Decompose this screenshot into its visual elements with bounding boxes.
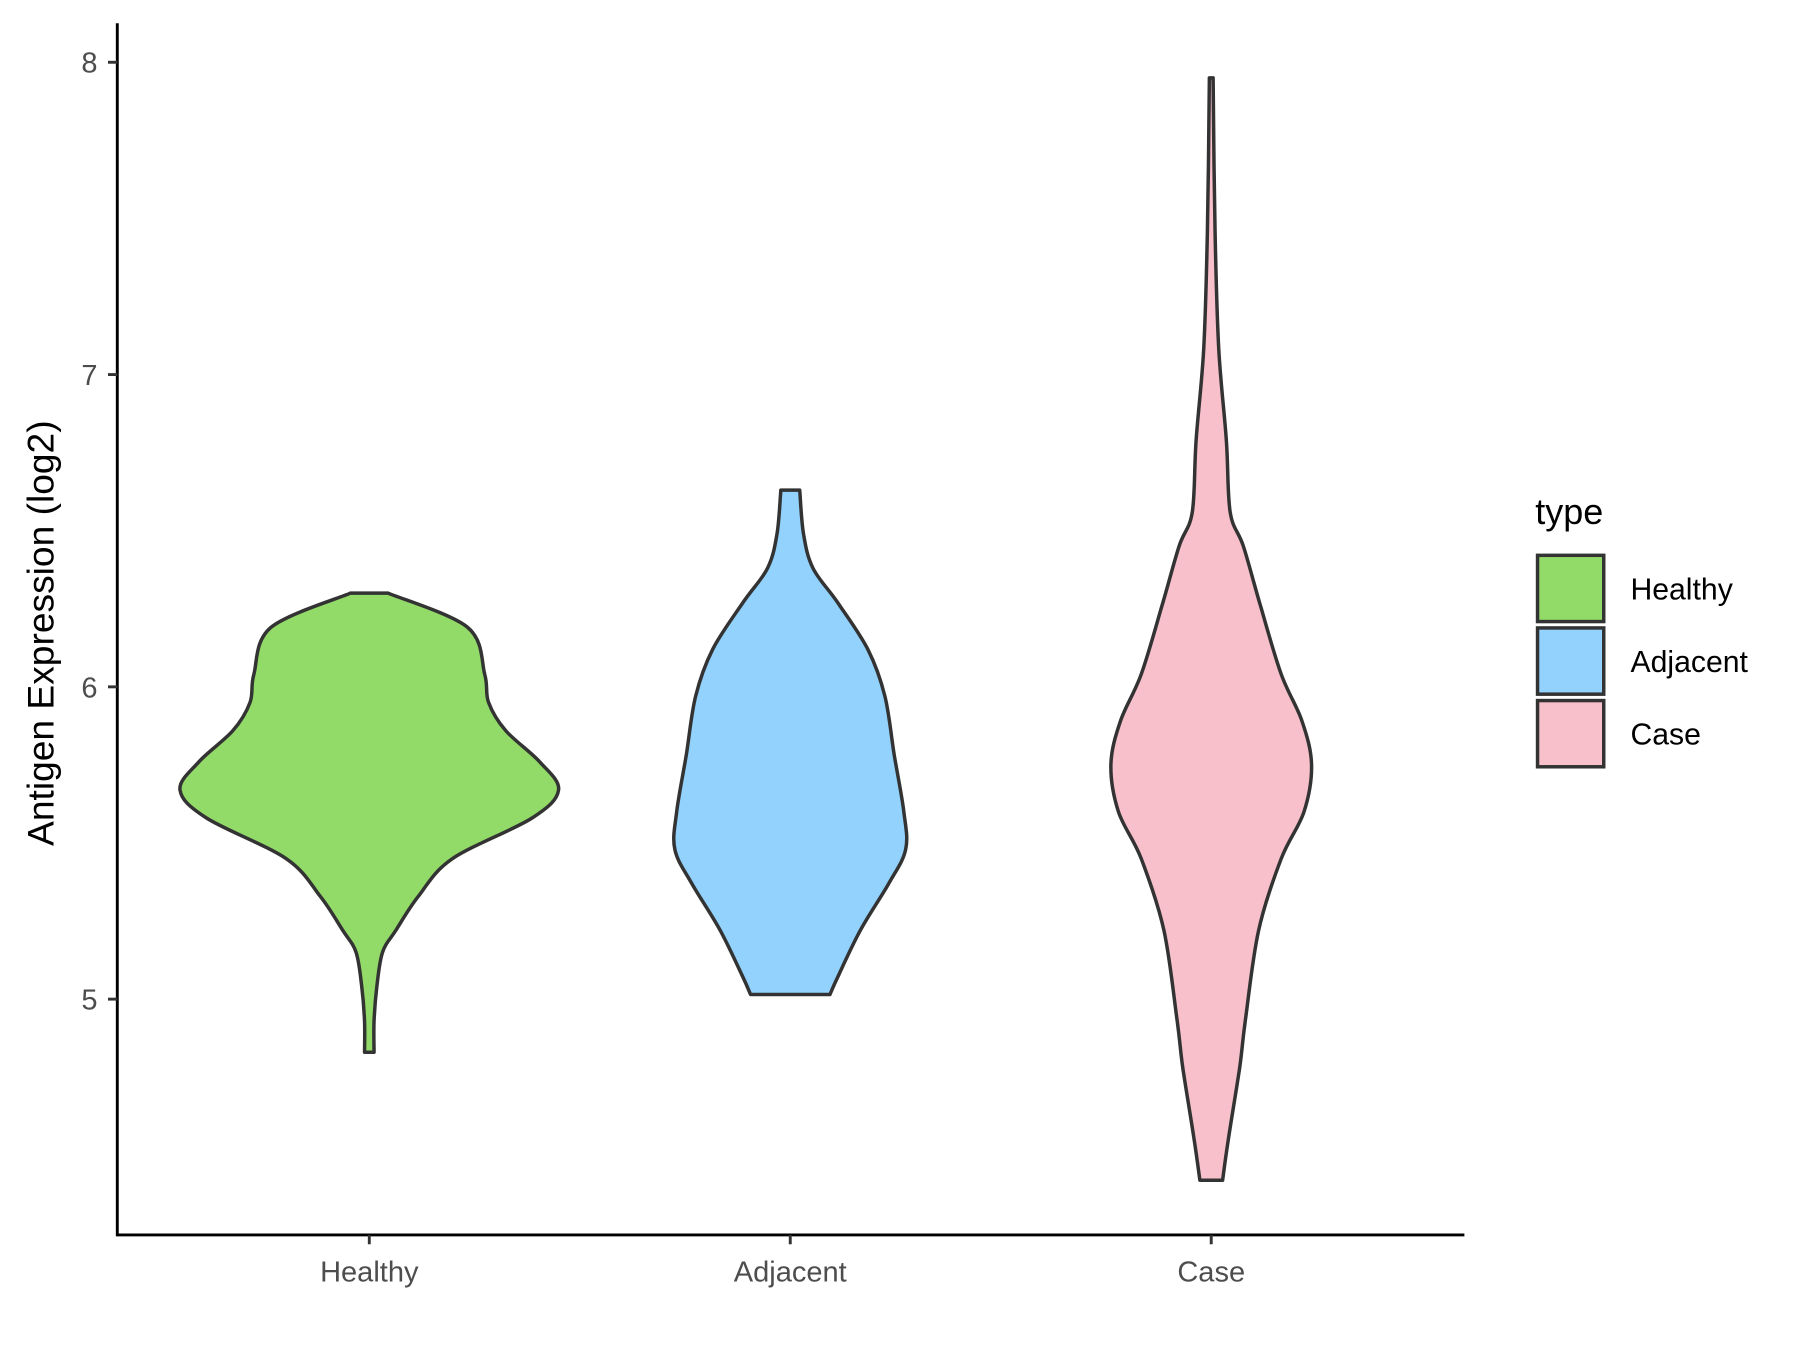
legend-title: type: [1535, 491, 1603, 532]
y-axis-label: Antigen Expression (log2): [19, 420, 61, 846]
violin-case: [1109, 76, 1314, 1183]
legend-key-healthy: [1535, 553, 1606, 624]
legend-label: Adjacent: [1630, 646, 1748, 679]
x-tick-label: Healthy: [320, 1256, 419, 1288]
legend-label: Healthy: [1630, 573, 1733, 606]
legend: type Healthy Adjacent Case: [1535, 491, 1749, 769]
y-tick-label: 7: [81, 360, 97, 392]
x-ticks: Healthy Adjacent Case: [320, 1234, 1245, 1288]
y-ticks: 5 6 7 8: [81, 48, 118, 1017]
x-tick-label: Adjacent: [734, 1256, 847, 1288]
legend-key-case: [1535, 698, 1606, 769]
legend-label: Case: [1630, 719, 1700, 752]
violin-adjacent: [672, 488, 909, 997]
violin-healthy: [178, 591, 561, 1054]
violins: [178, 76, 1314, 1183]
legend-key-adjacent: [1535, 626, 1606, 696]
y-tick-label: 5: [81, 985, 97, 1017]
x-tick-label: Case: [1177, 1256, 1245, 1288]
y-tick-label: 8: [81, 48, 97, 80]
y-tick-label: 6: [81, 672, 97, 704]
